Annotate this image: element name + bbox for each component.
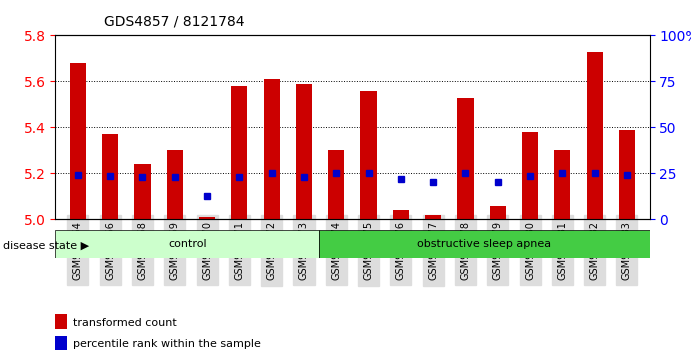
Bar	[457, 97, 473, 219]
Text: disease state ▶: disease state ▶	[3, 241, 90, 251]
Text: control: control	[168, 239, 207, 249]
Bar	[70, 63, 86, 219]
Bar	[199, 217, 215, 219]
Bar	[425, 215, 442, 219]
Bar	[522, 132, 538, 219]
FancyBboxPatch shape	[55, 230, 319, 258]
Bar	[296, 84, 312, 219]
FancyBboxPatch shape	[319, 230, 650, 258]
Bar	[392, 210, 409, 219]
Bar	[361, 91, 377, 219]
Bar	[55, 336, 67, 350]
Bar	[263, 79, 280, 219]
Bar	[587, 51, 603, 219]
Bar	[328, 150, 344, 219]
Bar	[55, 314, 67, 329]
Bar	[554, 150, 570, 219]
Text: percentile rank within the sample: percentile rank within the sample	[73, 339, 261, 349]
Bar	[135, 164, 151, 219]
Bar	[490, 206, 506, 219]
Bar	[619, 130, 635, 219]
Text: GDS4857 / 8121784: GDS4857 / 8121784	[104, 14, 244, 28]
Bar	[102, 134, 118, 219]
Bar	[231, 86, 247, 219]
Text: obstructive sleep apnea: obstructive sleep apnea	[417, 239, 551, 249]
Text: transformed count: transformed count	[73, 318, 177, 328]
Bar	[167, 150, 183, 219]
